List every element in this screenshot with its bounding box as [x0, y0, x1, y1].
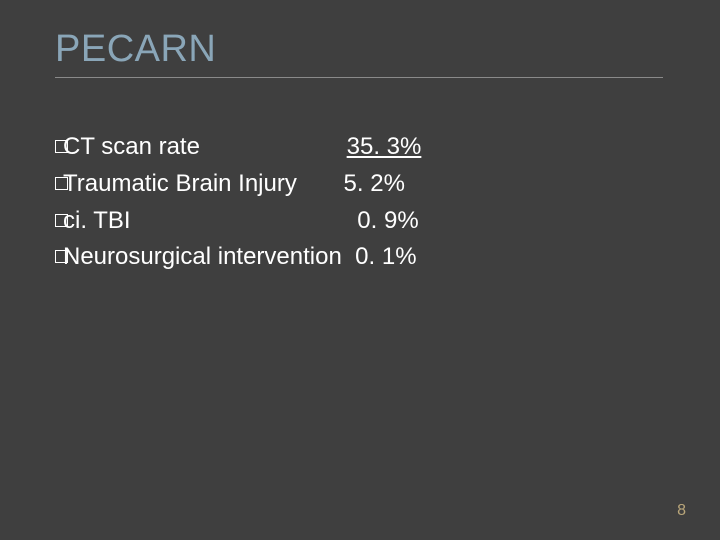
item-label: ci. TBI: [63, 204, 357, 239]
slide-title: PECARN: [55, 28, 670, 71]
item-label: Neurosurgical intervention: [63, 240, 355, 275]
bullet-icon: [55, 177, 68, 190]
slide: PECARN CT scan rate 35. 3% Traumatic Bra…: [0, 0, 720, 540]
bullet-icon: [55, 214, 68, 227]
page-number: 8: [677, 502, 686, 520]
item-value: 35. 3%: [347, 130, 422, 165]
item-value: 0. 9%: [357, 204, 418, 239]
list-item: Neurosurgical intervention 0. 1%: [55, 240, 670, 275]
item-label: Traumatic Brain Injury: [63, 167, 344, 202]
bullet-icon: [55, 140, 68, 153]
item-label: CT scan rate: [63, 130, 347, 165]
title-divider: [55, 77, 663, 78]
list-item: CT scan rate 35. 3%: [55, 130, 670, 165]
item-value: 0. 1%: [355, 240, 416, 275]
content-list: CT scan rate 35. 3% Traumatic Brain Inju…: [55, 130, 670, 275]
list-item: ci. TBI 0. 9%: [55, 204, 670, 239]
item-value: 5. 2%: [344, 167, 405, 202]
bullet-icon: [55, 250, 68, 263]
list-item: Traumatic Brain Injury 5. 2%: [55, 167, 670, 202]
